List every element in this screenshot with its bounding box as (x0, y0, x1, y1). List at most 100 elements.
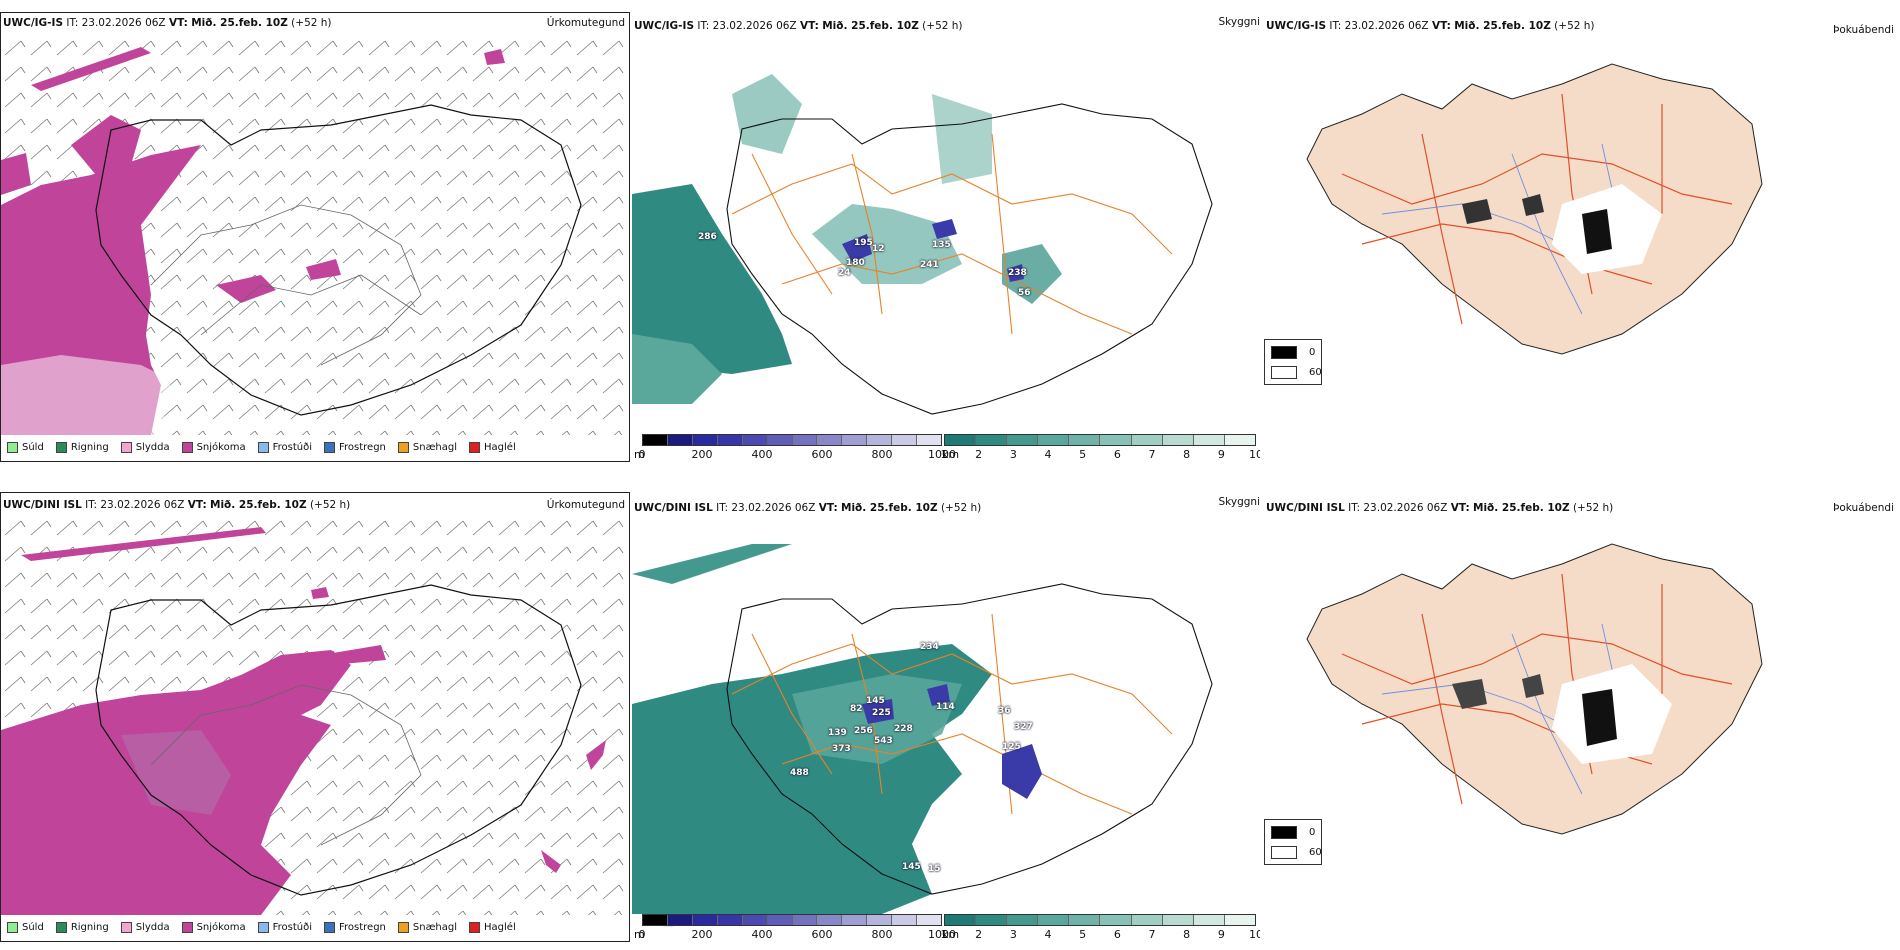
legend-label: Frostúði (272, 922, 312, 933)
colorbar-tick: 600 (811, 448, 833, 461)
elevation-label: 373 (832, 744, 851, 754)
vt-value: Mið. 25.feb. 10Z (841, 502, 938, 514)
colorbar-cell (1007, 915, 1039, 925)
elevation-label: 228 (894, 724, 913, 734)
colorbar-cell (976, 915, 1008, 925)
model-name: UWC/IG-IS (3, 17, 64, 29)
legend-item-rigning: Rigning (55, 922, 109, 933)
legend-label: Súld (22, 922, 44, 933)
fog-low-swatch (1271, 366, 1297, 379)
it-label: IT: (716, 502, 729, 514)
legend-swatch (469, 442, 481, 453)
visibility-panel-1: UWC/IG-IS IT: 23.02.2026 06Z VT: Mið. 25… (632, 12, 1260, 462)
panel-header: UWC/IG-IS IT: 23.02.2026 06Z VT: Mið. 25… (634, 20, 963, 32)
precip-legend: Súld Rigning Slydda Snjókoma Frostúði Frostre… (7, 922, 516, 933)
colorbar-tick: 8 (1183, 448, 1191, 461)
fog-high-swatch (1271, 346, 1297, 359)
precip-map (1, 515, 629, 915)
colorbar-tick: 800 (871, 928, 893, 941)
colorbar-cell (945, 435, 977, 445)
colorbar-tick: 200 (691, 928, 713, 941)
legend-label: Frostregn (339, 922, 386, 933)
legend-swatch (469, 922, 481, 933)
colorbar-cell (917, 435, 942, 445)
legend-label: Snjókoma (196, 922, 246, 933)
colorbar-tick: 0 (638, 928, 646, 941)
colorbar-cell (1193, 915, 1225, 925)
colorbar-tick: 1 (940, 928, 948, 941)
elevation-label: 543 (874, 736, 893, 746)
visibility-panel-2: UWC/DINI ISL IT: 23.02.2026 06Z VT: Mið.… (632, 492, 1260, 942)
elevation-label: 180 (846, 258, 865, 268)
colorbar-cell (817, 435, 843, 445)
visibility-unit: km (942, 928, 960, 941)
colorbar-cell (1100, 915, 1132, 925)
colorbar-cell (1100, 435, 1132, 445)
legend-label: Snæhagl (412, 922, 458, 933)
legend-swatch (257, 442, 269, 453)
panel-title: Skyggni (1218, 16, 1261, 28)
vt-label: VT: (818, 502, 838, 514)
elevation-label: 125 (1002, 742, 1021, 752)
colorbar-tick: 10 (1249, 928, 1260, 941)
fog-low-label: 60 (1309, 367, 1322, 378)
legend-item-súld: Súld (7, 442, 44, 453)
colorbar-tick: 8 (1183, 928, 1191, 941)
panel-header: UWC/DINI ISL IT: 23.02.2026 06Z VT: Mið.… (1266, 502, 1613, 514)
colorbar-cell (945, 915, 977, 925)
visibility-ticks: 1 2 3 4 5 6 7 8 9 10 (941, 448, 1261, 462)
it-value: 23.02.2026 06Z (712, 20, 797, 32)
vt-value: Mið. 25.feb. 10Z (210, 499, 307, 511)
colorbar-cell (792, 915, 818, 925)
colorbar-cell (1069, 915, 1101, 925)
elevation-label: 286 (698, 232, 717, 242)
colorbar-cell (1131, 435, 1163, 445)
vt-value: Mið. 25.feb. 10Z (1473, 502, 1570, 514)
colorbar-cell (767, 915, 793, 925)
lead-time: (+52 h) (922, 20, 963, 32)
colorbar-tick: 6 (1113, 448, 1121, 461)
colorbar-tick: 1000 (928, 448, 956, 461)
legend-label: Slydda (135, 442, 170, 453)
legend-label: Haglél (484, 442, 516, 453)
legend-item-snjókoma: Snjókoma (181, 442, 246, 453)
colorbar-cell (742, 435, 768, 445)
it-value: 23.02.2026 06Z (100, 499, 185, 511)
colorbar-cell (976, 435, 1008, 445)
colorbar-tick: 6 (1113, 928, 1121, 941)
legend-label: Frostregn (339, 442, 386, 453)
vt-label: VT: (1450, 502, 1470, 514)
legend-label: Slydda (135, 922, 170, 933)
it-value: 23.02.2026 06Z (731, 502, 816, 514)
colorbar-tick: 3 (1009, 448, 1017, 461)
legend-item-haglél: Haglél (469, 442, 516, 453)
colorbar-cell (892, 435, 918, 445)
it-label: IT: (1348, 502, 1361, 514)
elevation-label: 241 (920, 260, 939, 270)
cloudbase-unit: m (634, 448, 645, 461)
precip-type-panel-2: UWC/DINI ISL IT: 23.02.2026 06Z VT: Mið.… (0, 492, 630, 942)
fog-panel-1: UWC/IG-IS IT: 23.02.2026 06Z VT: Mið. 25… (1262, 12, 1900, 462)
visibility-map (632, 74, 1213, 415)
legend-label: Snæhagl (412, 442, 458, 453)
it-label: IT: (1329, 20, 1342, 32)
legend-item-frostregn: Frostregn (324, 442, 386, 453)
colorbar-tick: 3 (1009, 928, 1017, 941)
it-label: IT: (66, 17, 79, 29)
colorbar-cell (1069, 435, 1101, 445)
colorbar-tick: 0 (638, 448, 646, 461)
panel-title: Þokuábendi (1833, 24, 1894, 36)
legend-item-slydda: Slydda (120, 442, 170, 453)
fog-high-label: 0 (1309, 347, 1316, 358)
legend-item-snæhagl: Snæhagl (397, 922, 458, 933)
it-label: IT: (85, 499, 98, 511)
legend-item-frostúði: Frostúði (257, 922, 312, 933)
vt-label: VT: (168, 17, 188, 29)
fog-legend: 0 60 (1264, 819, 1322, 865)
panel-title: Úrkomutegund (546, 499, 625, 511)
colorbar-cell (692, 435, 718, 445)
lead-time: (+52 h) (1554, 20, 1595, 32)
legend-swatch (7, 922, 18, 933)
colorbar-cell (792, 435, 818, 445)
colorbar-cell (1162, 915, 1194, 925)
